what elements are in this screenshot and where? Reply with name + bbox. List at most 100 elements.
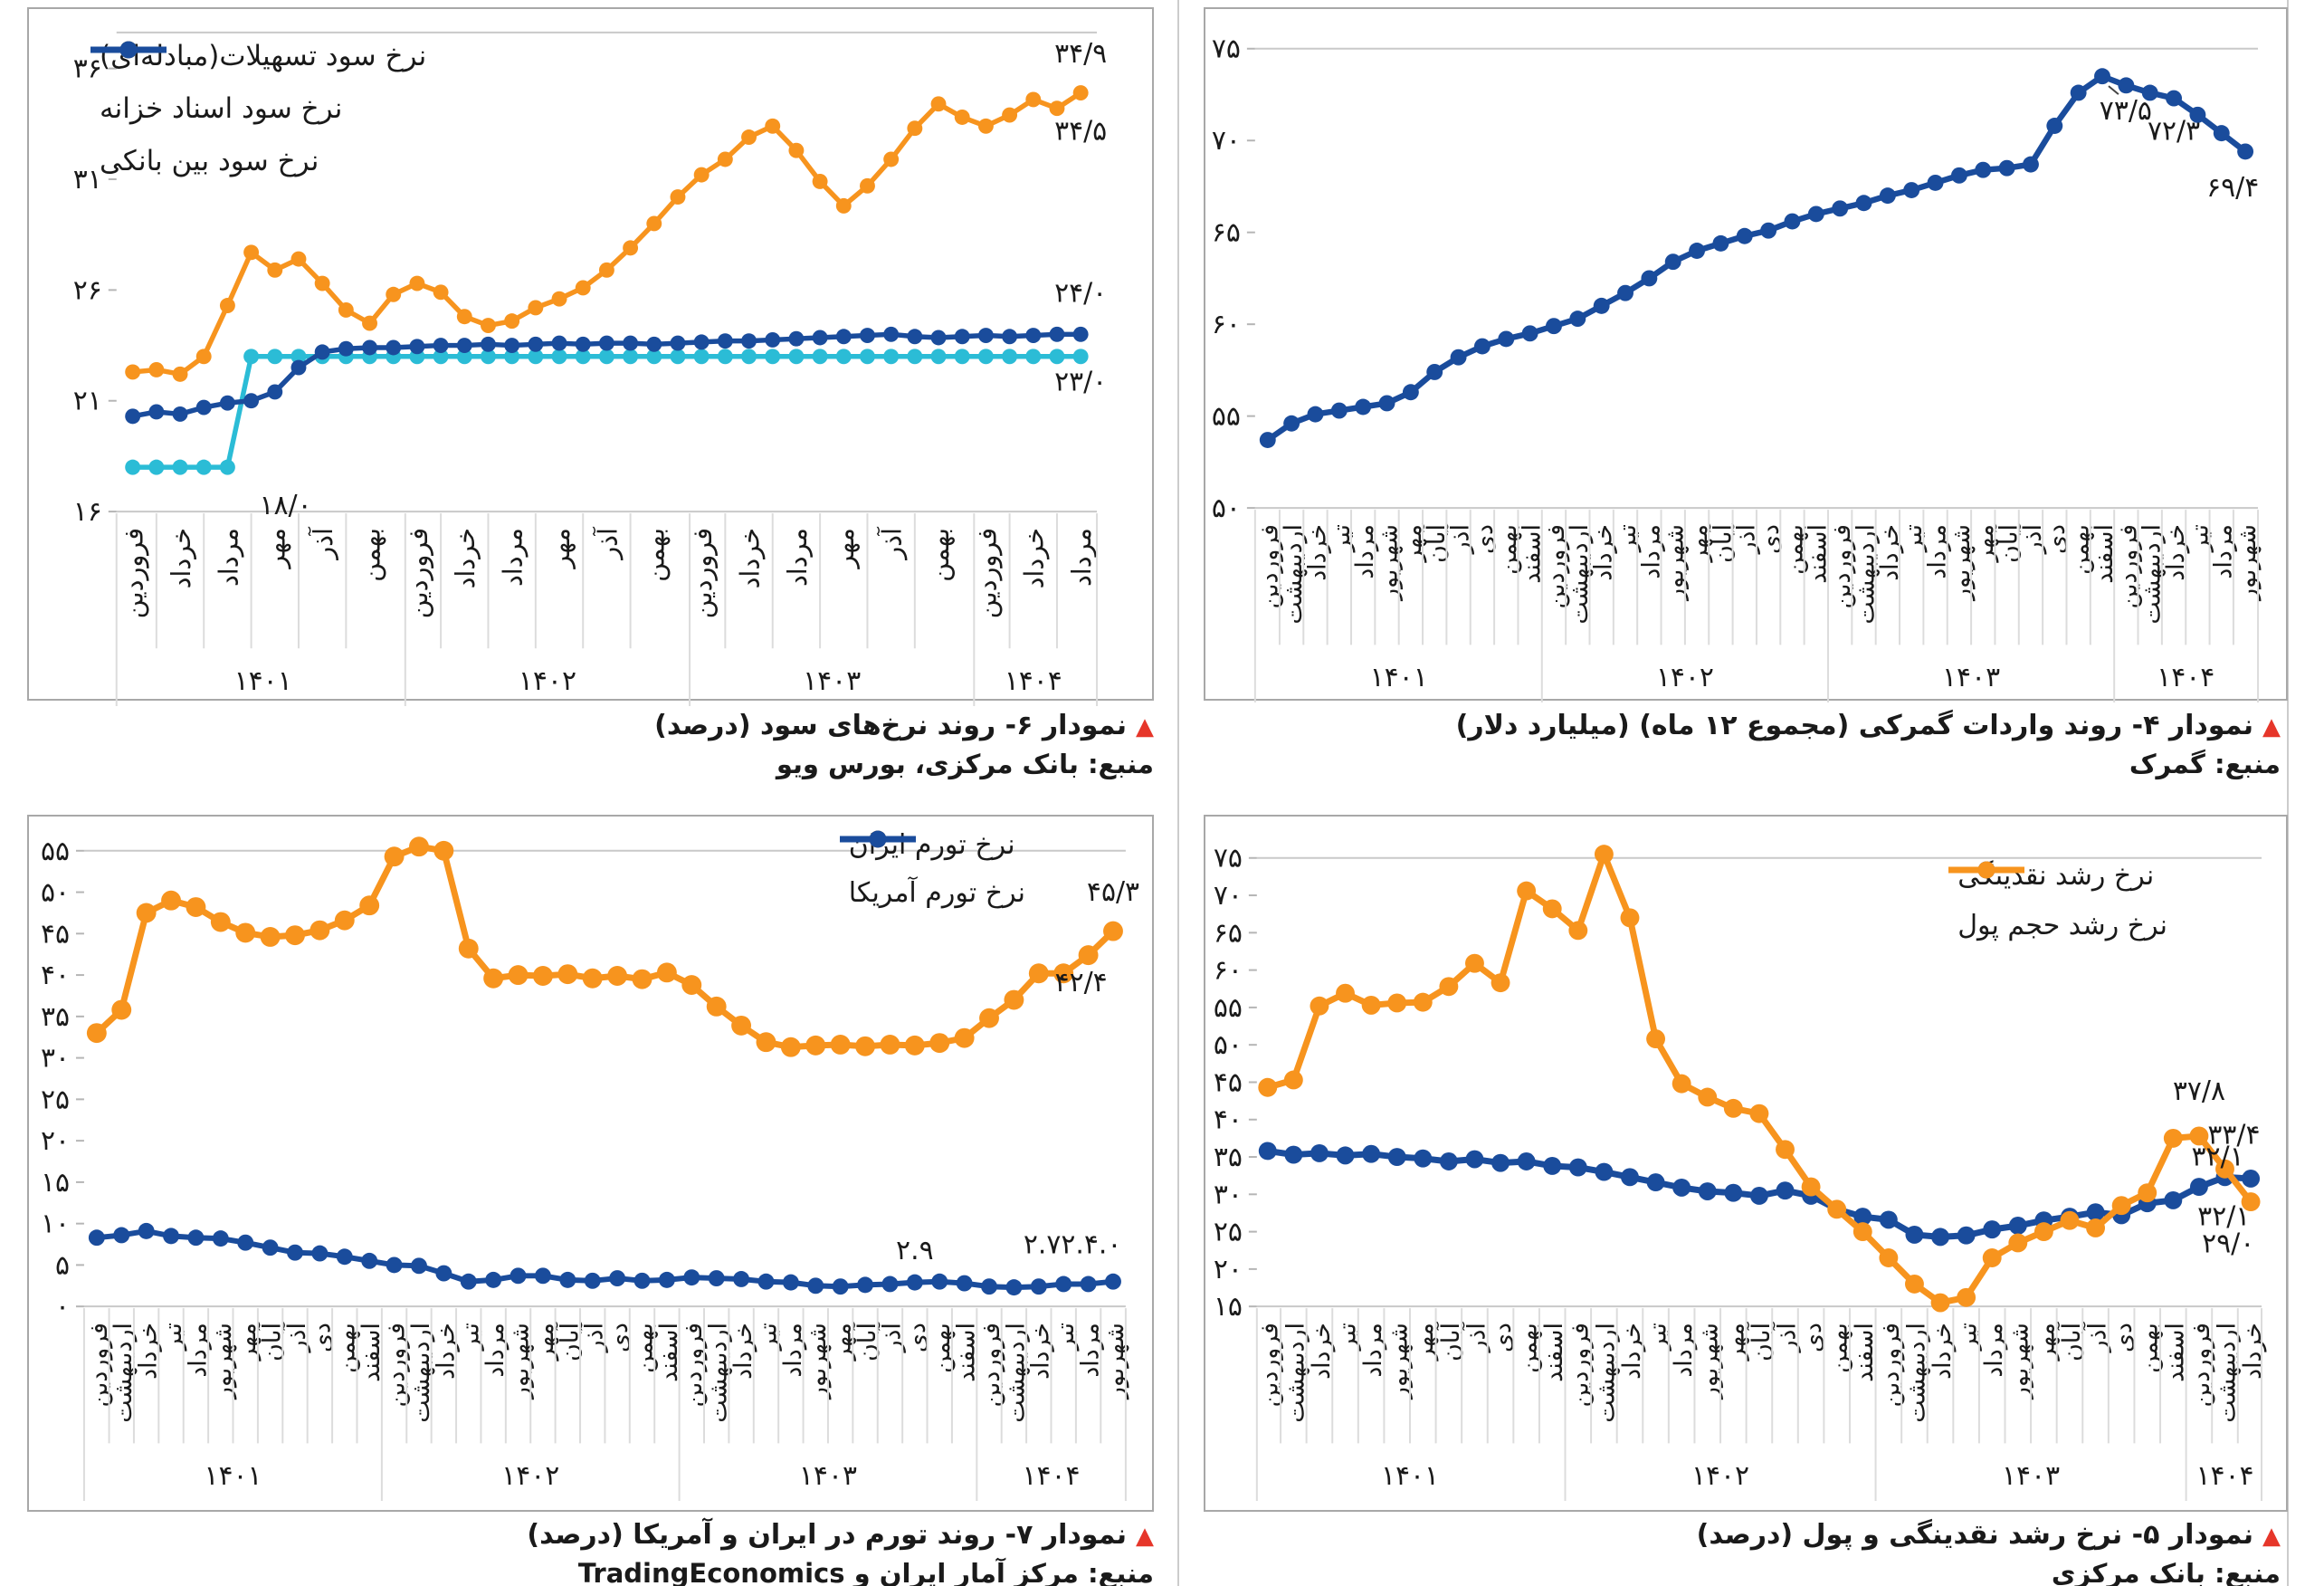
svg-text:۵۰: ۵۰ <box>1212 492 1241 524</box>
svg-text:۵: ۵ <box>55 1249 70 1281</box>
svg-text:خرداد: خرداد <box>1618 1323 1646 1380</box>
triangle-up-icon: ▲ <box>1136 1523 1154 1550</box>
svg-text:فروردین: فروردین <box>1567 1323 1595 1407</box>
svg-text:۵۰: ۵۰ <box>1214 1029 1243 1061</box>
svg-text:مهر: مهر <box>2032 1323 2060 1362</box>
svg-text:۱۵: ۱۵ <box>41 1167 70 1199</box>
column-divider-line <box>1177 0 1179 1586</box>
svg-text:۲۶: ۲۶ <box>73 274 102 306</box>
svg-text:۱۴۰۳: ۱۴۰۳ <box>2002 1460 2060 1492</box>
caption-chart-4: ▲ نمودار ۴- روند واردات گمرکی (مجموع ۱۲ م… <box>1204 710 2281 779</box>
svg-text:۳۲/۱: ۳۲/۱ <box>2191 1141 2243 1172</box>
svg-text:۲۵: ۲۵ <box>41 1084 70 1115</box>
svg-text:۵۰: ۵۰ <box>41 877 70 909</box>
svg-text:۵۵: ۵۵ <box>1214 992 1243 1024</box>
svg-text:۷۵: ۷۵ <box>1212 33 1241 65</box>
interest-rates-legend: نرخ سود تسهیلات(مبادله‌ای) نرخ سود اسناد … <box>87 40 426 177</box>
svg-text:۱۴۰۱: ۱۴۰۱ <box>204 1460 262 1492</box>
source-text: منبع: بانک مرکزی، بورس ویو <box>776 749 1154 779</box>
legend-label: نرخ رشد حجم پول <box>1957 910 2167 941</box>
source-text: منبع: مرکز آمار ایران و TradingEconomics <box>577 1558 1154 1586</box>
svg-text:فروردین: فروردین <box>119 528 149 618</box>
svg-text:۷۲/۳: ۷۲/۳ <box>2148 115 2200 147</box>
svg-text:۴۲/۴: ۴۲/۴ <box>1055 967 1108 998</box>
svg-text:۶۵: ۶۵ <box>1212 217 1241 249</box>
svg-text:۴۰: ۴۰ <box>41 960 70 991</box>
liquidity-money-legend: نرخ رشد نقدینگی نرخ رشد حجم پول <box>1945 860 2167 941</box>
svg-text:۱۵: ۱۵ <box>1214 1291 1243 1323</box>
caption-text: نمودار ۴- روند واردات گمرکی (مجموع ۱۲ ما… <box>1455 710 2253 741</box>
svg-text:۱۴۰۱: ۱۴۰۱ <box>1381 1460 1439 1492</box>
caption-line: ▲ نمودار ۶- روند نرخ‌های سود (درصد) <box>27 710 1154 741</box>
svg-text:اسفند: اسفند <box>1851 1323 1879 1382</box>
svg-text:۲.۷۲.۴.۰: ۲.۷۲.۴.۰ <box>1024 1229 1122 1261</box>
svg-text:۰: ۰ <box>55 1291 70 1323</box>
svg-text:آبان: آبان <box>258 1322 287 1361</box>
svg-text:آبان: آبان <box>2057 1322 2086 1361</box>
caption-text: نمودار ۵- نرخ رشد نقدینگی و پول (درصد) <box>1696 1519 2253 1551</box>
figure-customs-imports: ۵۰ ۵۵ ۶۰ ۶۵ ۷۰ ۷۵ فروردین اردیبهشت خرداد تیر مرداد… <box>1204 7 2288 702</box>
svg-text:خرداد: خرداد <box>166 528 196 588</box>
svg-text:دی: دی <box>1799 1323 1827 1352</box>
svg-text:مرداد: مرداد <box>1670 1323 1698 1378</box>
svg-text:۳۷/۸: ۳۷/۸ <box>2173 1075 2225 1107</box>
svg-text:فروردین: فروردین <box>1877 1323 1905 1407</box>
svg-text:۳۴/۵: ۳۴/۵ <box>1054 115 1107 147</box>
svg-text:۶۵: ۶۵ <box>1214 917 1243 949</box>
svg-text:مهر: مهر <box>1721 1323 1749 1362</box>
svg-text:آبان: آبان <box>1436 1322 1465 1361</box>
svg-text:۳۶: ۳۶ <box>73 53 102 85</box>
svg-text:بهمن: بهمن <box>1515 1323 1543 1373</box>
caption-chart-5: ▲نمودار ۵- نرخ رشد نقدینگی و پول (درصد) … <box>1204 1519 2281 1586</box>
svg-text:۶۰: ۶۰ <box>1212 309 1241 340</box>
caption-chart-7: ▲ نمودار ۷- روند تورم در ایران و آمریکا (… <box>27 1519 1154 1586</box>
svg-text:تیر: تیر <box>1333 1323 1361 1352</box>
svg-text:مرداد: مرداد <box>1359 1323 1387 1378</box>
svg-text:شهریور: شهریور <box>2234 524 2262 602</box>
svg-text:۱۴۰۳: ۱۴۰۳ <box>803 665 861 697</box>
svg-text:۲۰: ۲۰ <box>41 1125 70 1157</box>
svg-text:آبان: آبان <box>852 1322 881 1361</box>
svg-text:بهمن: بهمن <box>2136 1323 2164 1373</box>
svg-text:مرداد: مرداد <box>213 528 243 587</box>
svg-text:بهمن: بهمن <box>640 528 671 582</box>
svg-text:۱۴۰۳: ۱۴۰۳ <box>799 1460 857 1492</box>
source-text: منبع: بانک مرکزی <box>2051 1558 2281 1586</box>
svg-text:۱۴۰۲: ۱۴۰۲ <box>501 1460 559 1492</box>
svg-text:آذر: آذر <box>1462 1322 1491 1354</box>
svg-text:۵۵: ۵۵ <box>1212 401 1241 433</box>
svg-text:آذر: آذر <box>2083 1322 2112 1354</box>
svg-text:۴۵: ۴۵ <box>1214 1066 1243 1098</box>
svg-text:آذر: آذر <box>877 526 908 561</box>
caption-chart-6: ▲ نمودار ۶- روند نرخ‌های سود (درصد) منبع:… <box>27 710 1154 779</box>
legend-label: نرخ سود اسناد خزانه <box>100 92 343 125</box>
svg-text:خرداد: خرداد <box>1308 1323 1336 1380</box>
legend-label: نرخ سود بین بانکی <box>100 145 319 177</box>
svg-text:تیر: تیر <box>1955 1323 1983 1352</box>
svg-text:۱۴۰۲: ۱۴۰۲ <box>1691 1460 1749 1492</box>
svg-text:۳۰: ۳۰ <box>1214 1179 1243 1210</box>
svg-text:اردیبهشت: اردیبهشت <box>1902 1323 1930 1423</box>
right-divider-line <box>2287 0 2289 1586</box>
customs-imports-chart: ۵۰۵۵۶۰۶۵۷۰۷۵فروردیناردیبهشتخردادتیرمرداد… <box>1212 33 2262 702</box>
svg-text:۱۴۰۴: ۱۴۰۴ <box>2195 1460 2253 1492</box>
svg-text:تیر: تیر <box>1644 1323 1672 1352</box>
svg-text:۱۴۰۴: ۱۴۰۴ <box>1022 1460 1080 1492</box>
svg-text:۶۹/۴: ۶۹/۴ <box>2206 172 2259 204</box>
svg-text:۱۴۰۳: ۱۴۰۳ <box>1942 662 2000 693</box>
inflation-chart: ۰۵۱۰۱۵۲۰۲۵۳۰۳۵۴۰۴۵۵۰۵۵فروردیناردیبهشتخرد… <box>41 836 1139 1502</box>
caption-line: ▲ نمودار ۴- روند واردات گمرکی (مجموع ۱۲ م… <box>1204 710 2281 741</box>
figure-interest-rates: ۱۶ ۲۱ ۲۶ ۳۱ ۳۶ فروردین خرداد مرداد مهر آذر بهمن ۱۴۰… <box>27 7 1154 706</box>
svg-text:مهر: مهر <box>1411 1323 1439 1362</box>
svg-text:۱۴۰۱: ۱۴۰۱ <box>234 665 292 697</box>
svg-text:بهمن: بهمن <box>355 528 386 582</box>
svg-text:۱۴۰۴: ۱۴۰۴ <box>1005 665 1062 697</box>
legend-label: نرخ سود تسهیلات(مبادله‌ای) <box>100 40 427 72</box>
svg-text:۴۵: ۴۵ <box>41 918 70 950</box>
svg-text:۳۵: ۳۵ <box>1214 1142 1243 1173</box>
svg-text:فروردین: فروردین <box>1256 1323 1284 1407</box>
svg-text:شهریور: شهریور <box>2006 1323 2034 1400</box>
svg-text:۲.۹: ۲.۹ <box>896 1235 934 1266</box>
svg-text:آذر: آذر <box>592 526 623 561</box>
svg-text:فروردین: فروردین <box>971 528 1002 618</box>
